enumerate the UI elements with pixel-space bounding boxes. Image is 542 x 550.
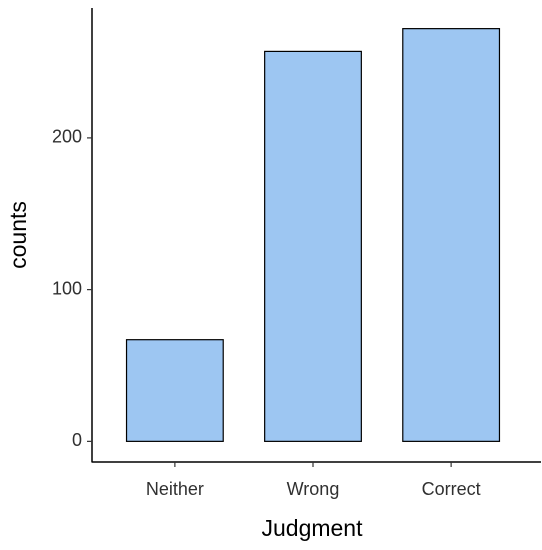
y-tick-label: 100 [52,278,82,298]
x-tick-label: Wrong [287,479,340,499]
y-tick-label: 0 [72,430,82,450]
x-axis-title: Judgment [261,515,363,541]
x-tick-label: Correct [422,479,481,499]
y-axis-title: counts [5,201,31,269]
bar [402,28,501,442]
bar [125,339,224,442]
y-tick-label: 200 [52,127,82,147]
x-tick-label: Neither [146,479,204,499]
bar [264,50,362,442]
